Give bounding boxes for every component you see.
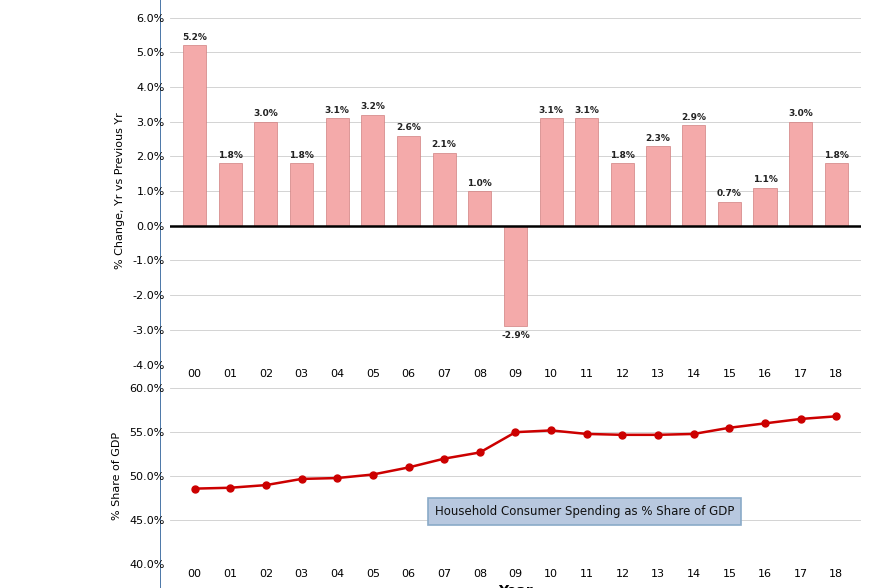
Text: Q2  =  -1.1%: Q2 = -1.1% (49, 161, 112, 171)
Text: 0.7%: 0.7% (716, 189, 741, 198)
X-axis label: Year: Year (498, 584, 532, 588)
Text: 3.0%: 3.0% (253, 109, 278, 118)
Text: 3.1%: 3.1% (324, 106, 349, 115)
Text: 1.8%: 1.8% (217, 151, 242, 160)
Text: 3.1%: 3.1% (574, 106, 599, 115)
Text: Q4  =  +0.4%: Q4 = +0.4% (46, 531, 115, 541)
Text: Q4  =  +1.7%: Q4 = +1.7% (46, 422, 115, 432)
Text: 3.2%: 3.2% (360, 102, 385, 111)
Text: 2017: 2017 (67, 335, 94, 345)
Text: Q3  =  +4.4%: Q3 = +4.4% (46, 292, 115, 302)
Bar (610, 163, 634, 226)
Bar (681, 125, 705, 226)
Text: Q1  =  -2.1%: Q1 = -2.1% (49, 139, 112, 149)
Text: Q4  =  +2.3%: Q4 = +2.3% (46, 313, 115, 323)
Text: Q2  =  -1.8%: Q2 = -1.8% (49, 270, 112, 280)
Text: Q2  =  +4.4%: Q2 = +4.4% (46, 379, 115, 389)
Text: Household Consumer Spending as % Share of GDP: Household Consumer Spending as % Share o… (434, 505, 733, 518)
Y-axis label: % Change, Yr vs Previous Yr: % Change, Yr vs Previous Yr (116, 113, 125, 269)
Bar (325, 118, 348, 226)
Bar (503, 226, 527, 326)
Text: 2.6%: 2.6% (395, 123, 421, 132)
Bar (824, 163, 847, 226)
Text: 5.2%: 5.2% (182, 33, 207, 42)
Text: 3.1%: 3.1% (538, 106, 563, 115)
Text: 1.0%: 1.0% (467, 179, 492, 188)
Text: 2.1%: 2.1% (431, 141, 456, 149)
Text: 2.3%: 2.3% (645, 133, 670, 142)
Bar (468, 191, 491, 226)
Text: Q1  =  +1.3%: Q1 = +1.3% (46, 466, 115, 476)
Bar (182, 45, 206, 226)
Text: Q3  =  +2.0%: Q3 = +2.0% (46, 509, 115, 519)
Text: Q2  =  +2.6%: Q2 = +2.6% (46, 487, 115, 497)
Text: 2016: 2016 (66, 226, 95, 236)
Text: 1.8%: 1.8% (609, 151, 634, 160)
Text: 2015: 2015 (66, 118, 95, 128)
Bar (646, 146, 669, 226)
Bar (254, 122, 277, 226)
Bar (539, 118, 562, 226)
Text: 2.9%: 2.9% (680, 113, 706, 122)
Bar (717, 202, 740, 226)
Bar (788, 122, 812, 226)
Text: -2.9%: -2.9% (501, 330, 529, 339)
Bar (218, 163, 242, 226)
Bar (289, 163, 313, 226)
Bar (361, 115, 384, 226)
Bar (396, 136, 420, 226)
Text: Q3  =  +1.3%: Q3 = +1.3% (46, 400, 115, 410)
Bar (753, 188, 776, 226)
Text: 2018: 2018 (66, 444, 95, 454)
Text: Canada 'Real' GDP
Growth Q/Q
Annualized:: Canada 'Real' GDP Growth Q/Q Annualized: (24, 29, 136, 66)
Text: Q3  =  +1.4%: Q3 = +1.4% (46, 183, 115, 193)
Text: 1.8%: 1.8% (823, 151, 848, 160)
Text: 1.8%: 1.8% (289, 151, 314, 160)
Text: Q1  =  +2.4%: Q1 = +2.4% (46, 248, 115, 258)
Text: 1.1%: 1.1% (752, 175, 777, 184)
Bar (432, 153, 455, 226)
Y-axis label: % Share of GDP: % Share of GDP (112, 432, 123, 520)
Text: 3.0%: 3.0% (787, 109, 813, 118)
Text: Q4  =  +0.3%: Q4 = +0.3% (46, 205, 115, 215)
Bar (574, 118, 598, 226)
Text: Q1  =  +4.1%: Q1 = +4.1% (46, 357, 115, 367)
